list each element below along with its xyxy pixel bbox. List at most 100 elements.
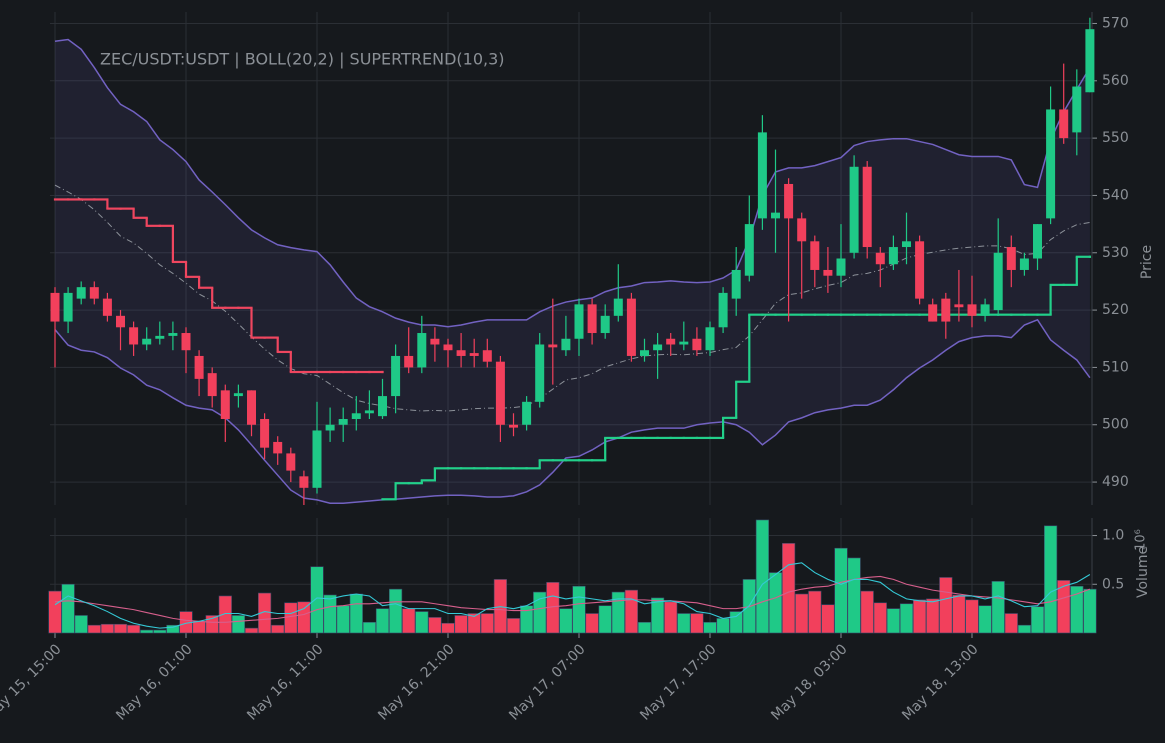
candle-body xyxy=(76,287,86,299)
y-tick-label: 500 xyxy=(1102,417,1129,433)
volume-bar xyxy=(467,613,481,634)
candle-body xyxy=(194,355,204,379)
candle-body xyxy=(1019,258,1029,270)
volume-bar xyxy=(886,608,900,634)
candle-body xyxy=(50,292,60,322)
y-tick-label: 540 xyxy=(1102,187,1129,203)
band-lower xyxy=(54,318,1091,505)
volume-bar xyxy=(952,594,966,634)
volume-bar xyxy=(637,621,652,634)
volume-axis-label: Volume xyxy=(1135,546,1151,598)
candle-body xyxy=(705,327,715,351)
y-tick-label: 560 xyxy=(1102,73,1129,89)
volume-bar xyxy=(1083,588,1097,634)
candle-body xyxy=(993,252,1003,311)
candle-body xyxy=(954,304,964,308)
candle-body xyxy=(247,390,256,425)
candle-body xyxy=(155,335,165,339)
y-tick-label: 520 xyxy=(1102,302,1129,318)
candle-body xyxy=(587,304,597,334)
candle-body xyxy=(862,166,872,248)
volume-bar xyxy=(127,624,141,634)
volume-bar xyxy=(991,581,1005,634)
candle-body xyxy=(391,355,401,397)
candle-body xyxy=(1059,109,1069,139)
candle-body xyxy=(233,393,243,397)
volume-bar xyxy=(192,621,206,634)
candle-body xyxy=(364,410,374,414)
candle-body xyxy=(273,441,283,454)
volume-bar xyxy=(166,624,180,634)
volume-bar xyxy=(899,603,914,634)
candle-body xyxy=(63,292,73,322)
candle-body xyxy=(116,315,125,328)
candle-body xyxy=(469,353,479,356)
candle-body xyxy=(679,341,689,345)
candle-body xyxy=(378,396,387,417)
candle-body xyxy=(509,424,518,428)
volume-bar xyxy=(480,613,494,634)
volume-bar xyxy=(61,583,75,634)
candle-body xyxy=(325,424,335,431)
volume-bar xyxy=(821,604,835,634)
volume-ma-slow xyxy=(54,575,1091,623)
candle-body xyxy=(692,338,702,351)
volume-bar xyxy=(428,617,442,634)
candle-body xyxy=(286,453,296,471)
candle-body xyxy=(417,333,427,368)
volume-bar xyxy=(454,615,468,634)
volume-bar xyxy=(74,615,88,634)
volume-bar xyxy=(690,613,704,634)
volume-bar xyxy=(271,624,285,634)
volume-bar xyxy=(336,605,350,634)
volume-bar xyxy=(1057,580,1071,634)
candle-body xyxy=(902,241,911,248)
candle-body xyxy=(836,258,846,276)
candle-body xyxy=(784,183,794,219)
candle-body xyxy=(823,269,833,276)
volume-bar xyxy=(703,621,717,634)
candle-body xyxy=(1006,247,1016,270)
y-tick-label: 550 xyxy=(1102,130,1129,146)
candle-body xyxy=(600,315,610,334)
volume-bar xyxy=(585,613,599,634)
volume-bar xyxy=(926,598,940,634)
y-tick-label: 0.5 xyxy=(1102,576,1124,592)
candle-body xyxy=(980,304,990,316)
candle-body xyxy=(928,304,938,322)
volume-bar xyxy=(860,590,874,634)
candle-body xyxy=(443,344,453,351)
y-axis-label: Price xyxy=(1139,245,1155,279)
volume-bar xyxy=(978,605,992,634)
volume-bar xyxy=(362,621,377,634)
candle-body xyxy=(1085,29,1095,93)
y-tick-label: 490 xyxy=(1102,474,1129,490)
volume-bar xyxy=(113,623,128,634)
volume-bar xyxy=(912,599,927,634)
volume-bar xyxy=(795,593,809,634)
candle-body xyxy=(548,344,558,348)
volume-bar xyxy=(1017,624,1031,634)
candle-body xyxy=(771,212,780,219)
volume-bar xyxy=(48,590,62,634)
candle-body xyxy=(1046,109,1056,219)
candle-body xyxy=(351,413,361,420)
volume-bar xyxy=(415,611,429,634)
volume-bar xyxy=(349,593,363,634)
volume-bar xyxy=(402,608,416,634)
candle-body xyxy=(207,373,217,397)
candle-body xyxy=(718,292,728,328)
volume-bar xyxy=(205,615,219,634)
candle-body xyxy=(89,287,99,299)
y-tick-label: 570 xyxy=(1102,15,1129,31)
candle-body xyxy=(404,355,414,368)
candle-body xyxy=(535,344,545,402)
volume-bar xyxy=(873,602,887,634)
volume-bar xyxy=(140,629,154,634)
volume-bar xyxy=(729,611,743,634)
volume-bar xyxy=(716,618,730,634)
volume-bar xyxy=(939,577,953,634)
candle-body xyxy=(456,350,466,356)
candle-body xyxy=(915,241,925,299)
